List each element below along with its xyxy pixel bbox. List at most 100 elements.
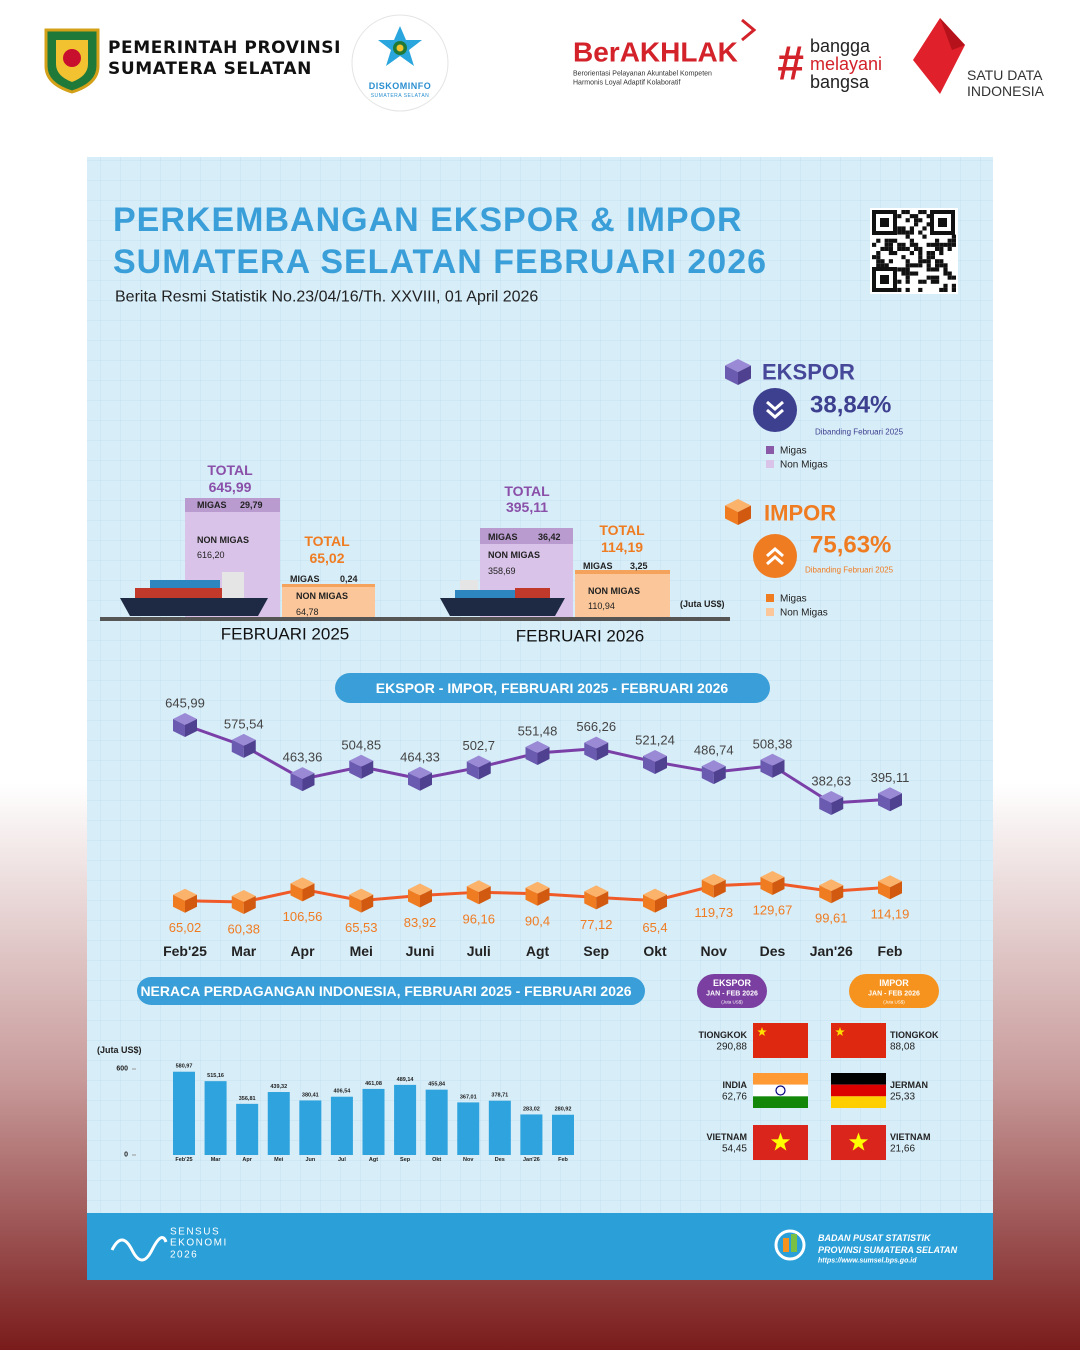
data-label: 645,99	[165, 696, 205, 711]
x-tick-label: Feb'25	[175, 1157, 192, 1163]
cube-right	[890, 793, 902, 812]
bar-value-label: 406,54	[334, 1089, 352, 1095]
qr-cell	[922, 279, 927, 284]
qr-cell	[918, 230, 923, 235]
cube-right	[655, 894, 667, 913]
qr-cell	[947, 238, 952, 243]
cube	[290, 877, 315, 902]
cube-right	[420, 772, 432, 791]
flags	[753, 1023, 886, 1160]
cube-left	[878, 881, 890, 900]
qr-cell	[930, 275, 935, 280]
qr-cell	[905, 246, 910, 251]
qr-cell	[930, 242, 935, 247]
total-value: 395,11	[506, 499, 548, 515]
qr-cell	[926, 263, 931, 268]
qr-cell	[935, 279, 940, 284]
qr-cell	[888, 238, 893, 243]
flag-stripe	[831, 1084, 886, 1097]
qr-code	[870, 208, 958, 294]
cube-left	[349, 894, 362, 913]
cube-left	[701, 879, 714, 898]
diskominfo-label: DISKOMINFO	[369, 81, 432, 91]
flag-star	[835, 1027, 845, 1037]
qr-cell	[935, 263, 940, 268]
bar-value-label: 580,97	[176, 1064, 193, 1070]
migas-value: 0,24	[340, 574, 358, 584]
cube-left	[584, 742, 597, 761]
cube-right	[243, 739, 256, 758]
flag-stripe	[753, 1073, 808, 1085]
qr-cell	[930, 251, 935, 256]
title: PERKEMBANGAN EKSPOR & IMPOR	[113, 201, 743, 239]
title: SUMATERA SELATAN FEBRUARI 2026	[113, 243, 767, 281]
bar-value-label: 489,14	[397, 1077, 415, 1083]
qr-cell	[922, 234, 927, 239]
bar	[520, 1114, 543, 1155]
cube-right	[890, 881, 902, 900]
partner-unit: (Juta US$)	[721, 1000, 743, 1005]
total-label: TOTAL	[599, 522, 645, 538]
qr-cell	[935, 242, 940, 247]
bps-text: PROVINSI SUMATERA SELATAN	[818, 1245, 958, 1255]
qr-cell	[951, 234, 956, 239]
period-label: FEBRUARI 2025	[221, 625, 350, 644]
sensus-text: SENSUS	[170, 1227, 220, 1238]
qr-cell	[897, 267, 902, 272]
bar-chart-title-pill	[137, 977, 645, 1005]
cube-right	[713, 879, 726, 898]
x-tick-label: Nov	[701, 943, 728, 959]
sensus-text: EKONOMI	[170, 1238, 228, 1249]
bar-value-label: 283,02	[523, 1106, 540, 1112]
flag-stripe	[753, 1096, 808, 1108]
cube	[701, 873, 726, 898]
cube-right	[772, 759, 785, 778]
qr-finder	[938, 218, 947, 227]
cube	[173, 888, 197, 913]
qr-cell	[901, 226, 906, 231]
diskominfo-logo	[351, 14, 449, 112]
qr-cell	[905, 267, 910, 272]
qr-cell	[935, 275, 940, 280]
bar-chart-title: NERACA PERDAGANGAN INDONESIA, FEBRUARI 2…	[140, 983, 631, 999]
data-label: 65,53	[345, 920, 378, 935]
flag-stripe	[831, 1096, 886, 1108]
qr-cell	[926, 214, 931, 219]
total-label: TOTAL	[304, 533, 350, 549]
data-label: 382,63	[811, 774, 851, 789]
cube-right	[537, 746, 550, 765]
qr-cell	[888, 251, 893, 256]
qr-cell	[918, 255, 923, 260]
flag-stripe	[831, 1073, 886, 1085]
migas-value: 29,79	[240, 500, 263, 510]
qr-cell	[918, 279, 923, 284]
cube-left	[701, 766, 714, 785]
cube-right	[420, 889, 432, 908]
partner-unit: (Juta US$)	[883, 1000, 905, 1005]
qr-cell	[926, 275, 931, 280]
qr-cell	[914, 222, 919, 227]
cube	[819, 791, 844, 815]
data-label: 551,48	[518, 723, 558, 738]
x-tick-label: Feb	[558, 1157, 568, 1163]
qr-cell	[901, 242, 906, 247]
x-tick-label: Agt	[369, 1157, 378, 1163]
qr-cell	[905, 275, 910, 280]
bangga-hash: #	[777, 38, 804, 91]
x-tick-label: Sep	[583, 943, 609, 959]
cube-right	[738, 365, 751, 385]
data-label: 566,26	[576, 719, 616, 734]
qr-cell	[926, 267, 931, 272]
total-label: TOTAL	[207, 462, 253, 478]
x-tick-label: Apr	[242, 1157, 252, 1163]
berakhlak-tagline: Berorientasi Pelayanan Akuntabel Kompete…	[573, 71, 712, 78]
bar	[394, 1084, 417, 1155]
qr-cell	[876, 255, 881, 260]
data-label: 486,74	[694, 743, 734, 758]
province-logo	[44, 28, 100, 94]
qr-cell	[880, 259, 885, 264]
qr-cell	[888, 242, 893, 247]
diskominfo-sub: SUMATERA SELATAN	[371, 93, 430, 99]
qr-cell	[901, 267, 906, 272]
qr-cell	[901, 210, 906, 215]
